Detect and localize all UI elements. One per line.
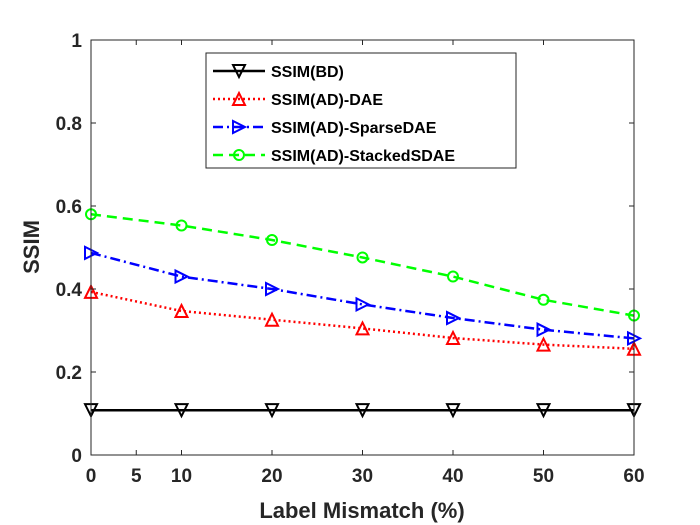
legend-entry: SSIM(AD)-DAE (271, 92, 383, 109)
x-tick-label: 30 (352, 466, 373, 487)
x-tick-label: 10 (171, 466, 192, 487)
x-axis-label: Label Mismatch (%) (259, 498, 464, 523)
data-point (354, 403, 371, 419)
x-axis-ticks: 0 5 10 20 30 40 50 60 (86, 40, 645, 487)
data-point (356, 251, 369, 264)
legend-marker (232, 119, 248, 135)
data-point (446, 310, 462, 326)
legend-marker (233, 149, 245, 161)
y-tick-label: 0.6 (56, 197, 82, 218)
y-tick-label: 0.8 (56, 114, 82, 135)
y-axis-ticks: 0 0.2 0.4 0.6 0.8 1 (56, 31, 634, 467)
x-tick-label: 20 (261, 466, 282, 487)
legend-marker (231, 64, 247, 80)
x-tick-label: 50 (533, 466, 554, 487)
legend-entry: SSIM(AD)-StackedSDAE (271, 148, 455, 165)
x-tick-label: 40 (442, 466, 463, 487)
data-point (536, 322, 552, 338)
y-tick-label: 0.2 (56, 363, 82, 384)
data-point (266, 234, 278, 247)
data-point (354, 320, 371, 336)
data-point (355, 296, 371, 312)
data-point (173, 403, 190, 419)
data-point (445, 403, 461, 419)
series-line (90, 213, 635, 317)
y-tick-label: 0 (71, 446, 82, 467)
y-axis-label: SSIM (19, 220, 44, 274)
data-point (535, 403, 552, 419)
legend-marker (231, 90, 247, 106)
data-point (447, 270, 459, 283)
y-tick-label: 1 (71, 31, 82, 52)
series-line (90, 290, 635, 351)
data-point (445, 329, 461, 345)
data-point (264, 403, 280, 419)
legend: SSIM(BD) SSIM(AD)-DAE SSIM(AD)-SparseDAE SS… (205, 52, 517, 169)
legend-entry: SSIM(AD)-SparseDAE (271, 120, 437, 137)
y-tick-label: 0.4 (56, 280, 83, 301)
data-point (265, 281, 281, 297)
x-tick-label: 5 (131, 466, 142, 487)
data-point (535, 336, 552, 352)
data-point (175, 219, 188, 232)
x-tick-label: 60 (623, 466, 644, 487)
data-point (537, 293, 550, 306)
data-point (174, 268, 190, 285)
data-point (173, 302, 190, 318)
series-layer (83, 208, 643, 419)
legend-entry: SSIM(BD) (271, 64, 344, 81)
data-point (264, 311, 280, 327)
x-tick-label: 0 (86, 466, 97, 487)
